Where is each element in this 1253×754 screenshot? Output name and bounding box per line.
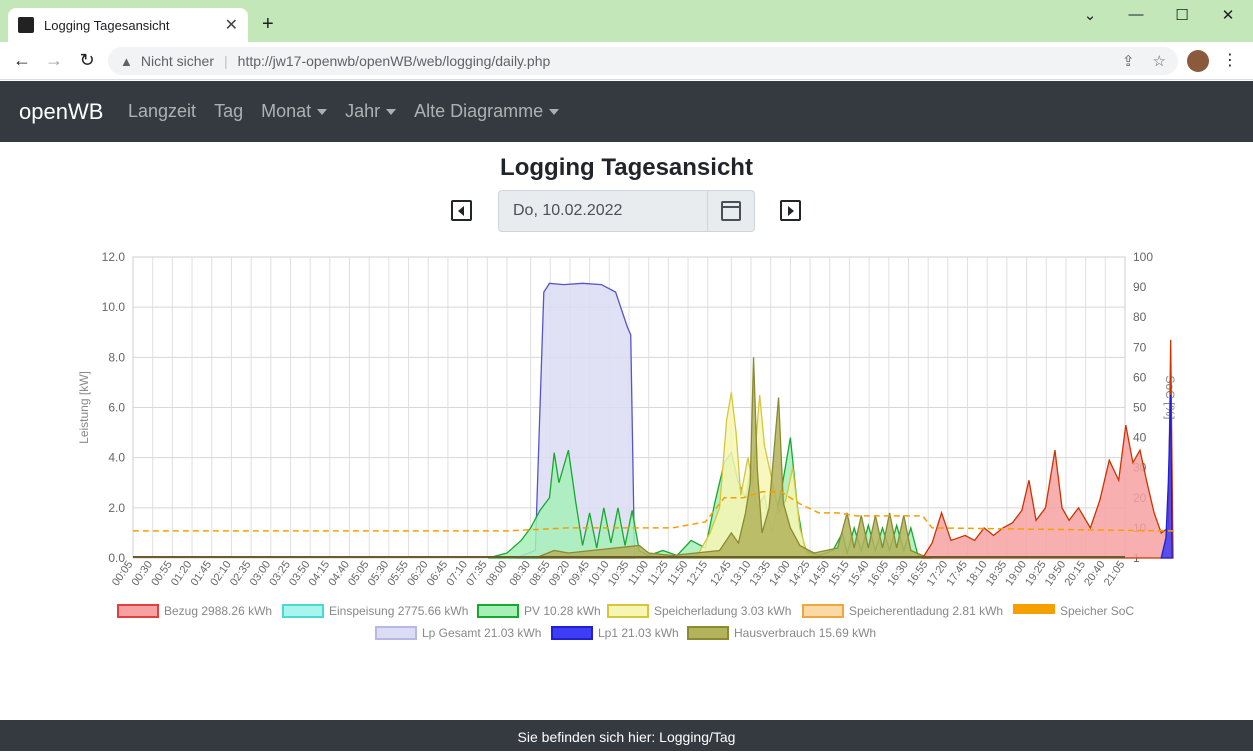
x-tick-label: 11:25 (646, 559, 671, 588)
calendar-button[interactable] (707, 190, 755, 232)
warning-icon[interactable]: ▲ (120, 53, 133, 69)
y-tick-label-right: 60 (1133, 370, 1147, 384)
nav-links: Langzeit Tag Monat Jahr Alte Diagramme (128, 101, 560, 122)
y-tick-label-right: 40 (1133, 431, 1147, 445)
date-input[interactable]: Do, 10.02.2022 (498, 190, 708, 232)
legend-label: Speicherentladung 2.81 kWh (849, 604, 1003, 618)
minimize-button[interactable]: — (1128, 6, 1144, 23)
favicon-icon (18, 17, 34, 33)
menu-kebab-icon[interactable]: ⋮ (1222, 52, 1238, 69)
brand-logo[interactable]: openWB (19, 99, 104, 124)
forward-button[interactable]: → (45, 50, 63, 70)
nav-monat[interactable]: Monat (261, 101, 328, 122)
x-tick-label: 08:00 (484, 559, 510, 588)
legend-swatch (477, 604, 519, 618)
maximize-button[interactable]: ☐ (1175, 7, 1189, 24)
address-bar[interactable]: ▲ Nicht sicher | http://jw17-openwb/open… (108, 47, 1178, 75)
legend-swatch (551, 626, 593, 640)
legend-swatch (687, 626, 729, 640)
nav-alte-diagramme[interactable]: Alte Diagramme (414, 101, 560, 122)
series-area (1160, 394, 1173, 559)
legend-label: PV 10.28 kWh (524, 604, 601, 618)
legend-label: Lp Gesamt 21.03 kWh (422, 626, 541, 640)
y-tick-label-right: 50 (1133, 401, 1147, 415)
y-tick-label-right: 70 (1133, 340, 1147, 354)
y-tick-label-right: 100 (1133, 250, 1153, 264)
legend-label: Einspeisung 2775.66 kWh (329, 604, 468, 618)
caret-down-icon (386, 109, 397, 116)
legend-label: Bezug 2988.26 kWh (164, 604, 272, 618)
profile-avatar[interactable] (1187, 50, 1209, 72)
share-icon[interactable]: ⇪ (1121, 53, 1135, 70)
footer-breadcrumb: Sie befinden sich hier: Logging/Tag (0, 720, 1253, 751)
page-title: Logging Tagesansicht (500, 154, 753, 181)
y-tick-label-left: 10.0 (102, 300, 126, 314)
soc-line (132, 491, 1174, 532)
y-tick-label-left: 0.0 (108, 551, 125, 565)
security-status[interactable]: Nicht sicher (140, 53, 215, 69)
series-area (535, 357, 933, 559)
close-tab-icon[interactable]: ✕ (224, 17, 238, 34)
nav-tag[interactable]: Tag (214, 101, 244, 121)
legend-label: Lp1 21.03 kWh (598, 626, 679, 640)
nav-langzeit[interactable]: Langzeit (128, 101, 197, 121)
divider: | (224, 53, 228, 69)
calendar-icon (721, 201, 741, 221)
series-area (516, 282, 636, 559)
app-navbar: openWB Langzeit Tag Monat Jahr Alte Diag… (0, 81, 1253, 142)
tab-title: Logging Tagesansicht (44, 17, 170, 33)
legend-swatch (607, 604, 649, 618)
y-tick-label-left: 6.0 (108, 401, 125, 415)
caret-down-icon (317, 109, 328, 116)
daily-power-chart: 00:0500:3000:5501:2001:4502:1002:3503:00… (77, 250, 1177, 640)
chevron-down-icon[interactable]: ⌄ (1083, 7, 1097, 24)
new-tab-button[interactable]: + (262, 13, 274, 35)
caret-down-icon (549, 109, 560, 116)
x-tick-label: 11:00 (626, 559, 651, 588)
y-tick-label-right: 80 (1133, 310, 1147, 324)
legend-swatch (802, 604, 844, 618)
star-icon[interactable]: ☆ (1152, 53, 1166, 70)
y-tick-label-left: 2.0 (108, 501, 125, 515)
legend-label: Speicherladung 3.03 kWh (654, 604, 791, 618)
legend-swatch (117, 604, 159, 618)
y-tick-label-left: 8.0 (108, 350, 125, 364)
browser-tab[interactable]: Logging Tagesansicht ✕ (8, 8, 248, 42)
y-tick-label-left: 12.0 (102, 250, 126, 264)
x-tick-label: 12:15 (685, 559, 711, 588)
browser-toolbar: ← → ↻ ▲ Nicht sicher | http://jw17-openw… (0, 42, 1253, 80)
legend-label: Hausverbrauch 15.69 kWh (734, 626, 876, 640)
legend-label: Speicher SoC (1060, 604, 1134, 618)
legend-swatch (1013, 604, 1055, 614)
previous-day-button[interactable] (451, 200, 472, 221)
url-text[interactable]: http://jw17-openwb/openWB/web/logging/da… (237, 53, 551, 69)
browser-tab-bar: Logging Tagesansicht ✕ + ⌄ — ☐ ✕ (0, 0, 1253, 42)
legend-swatch (282, 604, 324, 618)
x-tick-label: 21:05 (1102, 559, 1128, 588)
next-day-button[interactable] (780, 200, 801, 221)
legend-swatch (375, 626, 417, 640)
x-tick-label: 10:35 (606, 559, 632, 588)
close-window-button[interactable]: ✕ (1221, 7, 1235, 24)
series-area (921, 339, 1174, 559)
y-axis-title-left: Leistung [kW] (77, 371, 91, 444)
y-tick-label-left: 4.0 (108, 451, 125, 465)
reload-button[interactable]: ↻ (79, 50, 95, 70)
nav-jahr[interactable]: Jahr (345, 101, 397, 122)
y-tick-label-right: 90 (1133, 280, 1147, 294)
back-button[interactable]: ← (13, 50, 31, 70)
